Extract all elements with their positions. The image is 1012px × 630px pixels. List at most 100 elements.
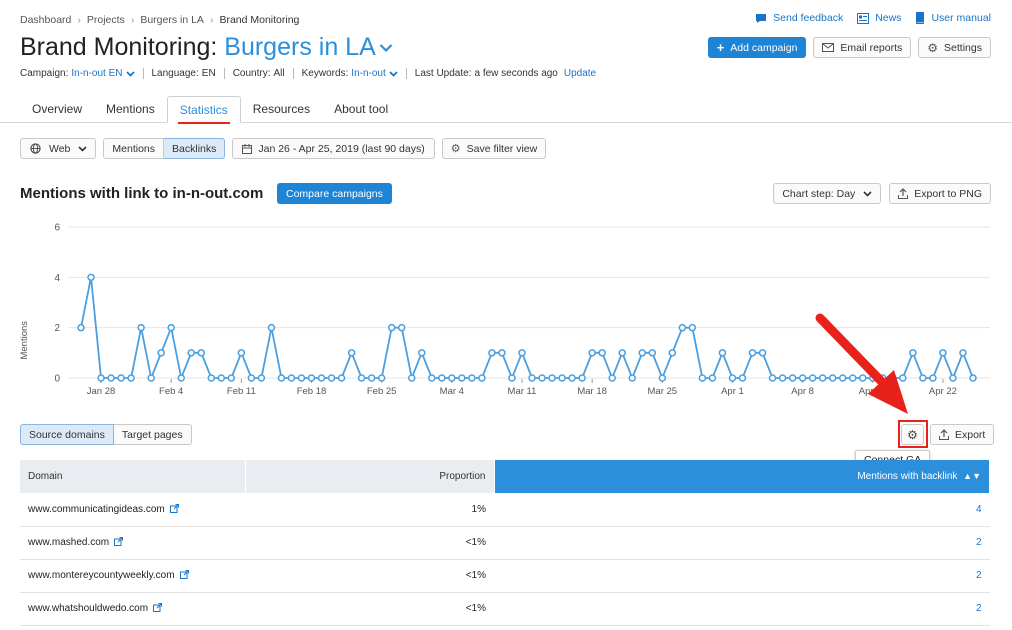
mentions-toggle[interactable]: Mentions — [103, 138, 165, 159]
data-point — [357, 374, 366, 382]
external-link-icon[interactable] — [153, 603, 163, 612]
table-settings-button[interactable]: ⚙ — [901, 424, 924, 445]
chevron-down-icon — [863, 190, 872, 197]
tab-overview[interactable]: Overview — [32, 102, 83, 116]
source-value: Web — [49, 142, 71, 155]
external-link-icon[interactable] — [114, 537, 124, 546]
data-point — [237, 349, 246, 357]
data-point — [317, 374, 326, 382]
data-point — [969, 374, 977, 382]
news-link[interactable]: News — [857, 12, 901, 24]
red-arrow-annotation — [815, 313, 908, 414]
target-pages-toggle[interactable]: Target pages — [113, 424, 192, 445]
mentions-count-link[interactable]: 2 — [494, 559, 990, 593]
campaign-selector[interactable]: Campaign: In-n-out EN — [20, 68, 143, 79]
data-point — [488, 349, 496, 357]
domain-link[interactable]: www.montereycountyweekly.com — [28, 570, 175, 581]
table-row: www.whatshouldwedo.com <1% 2 — [20, 592, 990, 626]
data-point — [277, 374, 286, 382]
data-point — [628, 374, 636, 382]
settings-button[interactable]: ⚙ Settings — [918, 37, 991, 58]
mentions-count-link[interactable]: 2 — [494, 526, 990, 560]
email-reports-button[interactable]: Email reports — [813, 37, 912, 58]
gear-icon: ⚙ — [450, 143, 461, 155]
breadcrumb-project[interactable]: Burgers in LA — [140, 14, 204, 26]
gear-icon: ⚙ — [927, 40, 939, 55]
domain-column-header[interactable]: Domain — [20, 460, 246, 493]
chart-controls: Chart step: Day Export to PNG — [773, 183, 991, 204]
x-tick-label: Mar 18 — [577, 386, 607, 397]
y-tick-label: 0 — [54, 374, 60, 385]
add-campaign-button[interactable]: + Add campaign — [707, 37, 807, 58]
data-point — [197, 349, 206, 357]
plus-icon: + — [716, 40, 725, 55]
table-body: www.communicatingideas.com 1% 4 www.mashed.… — [20, 493, 990, 626]
tab-mentions[interactable]: Mentions — [106, 102, 155, 116]
country-label: Country: — [232, 68, 271, 79]
tab-about-tool[interactable]: About tool — [334, 102, 389, 116]
x-tick-label: Feb 18 — [297, 386, 327, 397]
source-select[interactable]: Web — [20, 138, 97, 159]
external-link-icon[interactable] — [179, 570, 189, 579]
export-button[interactable]: Export — [930, 424, 995, 445]
data-point — [377, 374, 386, 382]
country-info: Country: All — [223, 68, 293, 79]
tab-statistics[interactable]: Statistics — [166, 96, 241, 124]
keywords-selector[interactable]: Keywords: In-n-out — [292, 68, 406, 79]
data-point — [768, 374, 777, 382]
data-point — [448, 374, 456, 382]
data-point — [107, 374, 115, 382]
export-png-button[interactable]: Export to PNG — [889, 183, 991, 204]
proportion-column-header[interactable]: Proportion — [245, 460, 495, 493]
project-selector[interactable]: Burgers in LA — [224, 33, 393, 61]
data-point — [598, 349, 606, 357]
add-campaign-label: Add campaign — [730, 41, 798, 54]
project-name: Burgers in LA — [224, 33, 376, 61]
breadcrumb-projects[interactable]: Projects — [86, 14, 125, 26]
news-label: News — [875, 12, 902, 24]
x-tick-label: Apr 22 — [929, 386, 957, 397]
data-point — [438, 374, 446, 382]
domain-link[interactable]: www.communicatingideas.com — [28, 503, 165, 515]
breadcrumb: Dashboard › Projects › Burgers in LA › B… — [20, 14, 299, 26]
export-label: Export — [955, 428, 986, 441]
data-point — [187, 349, 195, 357]
domain-cell: www.whatshouldwedo.com — [20, 592, 245, 626]
keywords-value: In-n-out — [351, 68, 386, 79]
source-domains-toggle[interactable]: Source domains — [20, 424, 114, 445]
data-point — [97, 374, 105, 382]
chart-step-select[interactable]: Chart step: Day — [773, 183, 882, 204]
data-point — [327, 374, 336, 382]
data-point — [147, 374, 155, 382]
data-point — [508, 374, 516, 382]
chevron-down-icon — [379, 44, 393, 53]
compare-campaigns-button[interactable]: Compare campaigns — [277, 183, 392, 204]
save-filter-view-button[interactable]: ⚙ Save filter view — [441, 138, 547, 159]
user-manual-link[interactable]: User manual — [915, 12, 991, 24]
domain-link[interactable]: www.whatshouldwedo.com — [28, 603, 149, 614]
breadcrumb-separator: › — [209, 14, 214, 26]
mentions-count-link[interactable]: 2 — [494, 592, 990, 626]
breadcrumb-dashboard[interactable]: Dashboard — [20, 14, 72, 26]
data-point — [658, 374, 667, 382]
x-tick-label: Mar 4 — [440, 386, 464, 397]
tab-resources[interactable]: Resources — [252, 102, 311, 116]
x-tick-label: Mar 25 — [648, 386, 678, 397]
backlinks-toggle[interactable]: Backlinks — [164, 138, 226, 159]
external-link-icon[interactable] — [169, 503, 179, 513]
mentions-column-header[interactable]: Mentions with backlink ▲▼ — [494, 460, 990, 493]
x-tick-label: Mar 11 — [508, 386, 537, 397]
data-point — [688, 323, 697, 332]
update-link[interactable]: Update — [563, 68, 597, 79]
date-range-picker[interactable]: Jan 26 - Apr 25, 2019 (last 90 days) — [232, 138, 435, 159]
send-feedback-link[interactable]: Send feedback — [755, 12, 843, 24]
domain-link[interactable]: www.mashed.com — [28, 537, 110, 548]
language-info: Language: EN — [142, 68, 224, 79]
data-point — [227, 374, 236, 382]
data-point — [428, 374, 436, 382]
mentions-count-link[interactable]: 4 — [494, 493, 990, 527]
data-point — [217, 374, 226, 382]
data-point — [949, 374, 957, 382]
chevron-down-icon — [78, 145, 87, 152]
data-point — [418, 349, 426, 357]
